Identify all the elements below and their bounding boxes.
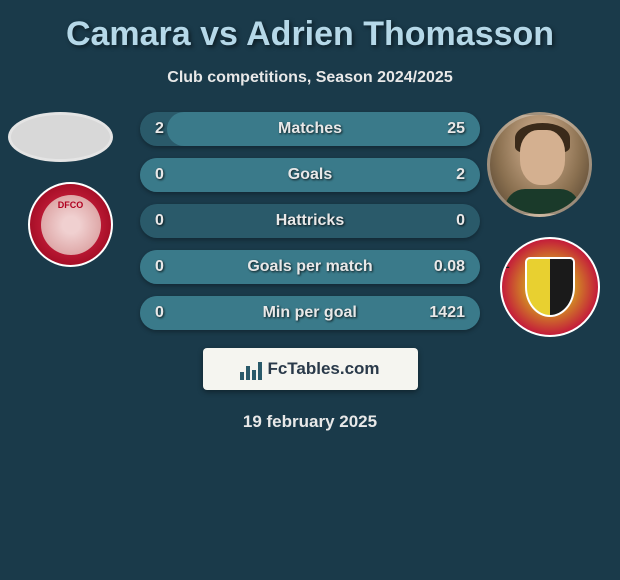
player-right-face — [520, 130, 565, 185]
team-right-shield — [525, 257, 575, 317]
footer-badge: FcTables.com — [203, 348, 418, 390]
stat-value-left: 0 — [155, 258, 190, 276]
stat-value-left: 0 — [155, 304, 190, 322]
stat-value-right: 25 — [430, 120, 465, 138]
stat-row: 0 Goals 2 — [140, 158, 480, 192]
stat-value-right: 2 — [430, 166, 465, 184]
team-left-badge-text: DFCO — [58, 200, 84, 210]
team-left-badge: DFCO — [28, 182, 113, 267]
stat-value-right: 0 — [430, 212, 465, 230]
stat-value-right: 1421 — [429, 304, 465, 322]
title: Camara vs Adrien Thomasson — [0, 15, 620, 54]
stat-row: 0 Hattricks 0 — [140, 204, 480, 238]
team-right-badge-text: RCL — [500, 259, 510, 271]
team-left-badge-inner: DFCO — [41, 195, 101, 255]
stat-value-left: 0 — [155, 166, 190, 184]
player-left-photo — [8, 112, 113, 162]
stat-label: Goals — [288, 166, 332, 184]
infographic-container: Camara vs Adrien Thomasson Club competit… — [0, 0, 620, 442]
player-right-jersey — [505, 189, 580, 214]
stat-label: Hattricks — [276, 212, 344, 230]
stat-row: 0 Goals per match 0.08 — [140, 250, 480, 284]
chart-icon — [240, 358, 262, 380]
stat-row: 0 Min per goal 1421 — [140, 296, 480, 330]
stat-value-right: 0.08 — [430, 258, 465, 276]
stat-label: Min per goal — [263, 304, 357, 322]
stats-container: DFCO RCL 2 Matches 25 0 Goals 2 0 Hattricks 0 0 Go… — [0, 112, 620, 330]
stat-value-left: 0 — [155, 212, 190, 230]
stat-label: Matches — [278, 120, 342, 138]
stat-value-left: 2 — [155, 120, 190, 138]
stat-label: Goals per match — [247, 258, 372, 276]
footer-date: 19 february 2025 — [0, 412, 620, 432]
subtitle: Club competitions, Season 2024/2025 — [0, 69, 620, 87]
player-right-photo — [487, 112, 592, 217]
stat-row: 2 Matches 25 — [140, 112, 480, 146]
team-right-badge: RCL — [500, 237, 600, 337]
footer-site-name: FcTables.com — [267, 359, 379, 379]
